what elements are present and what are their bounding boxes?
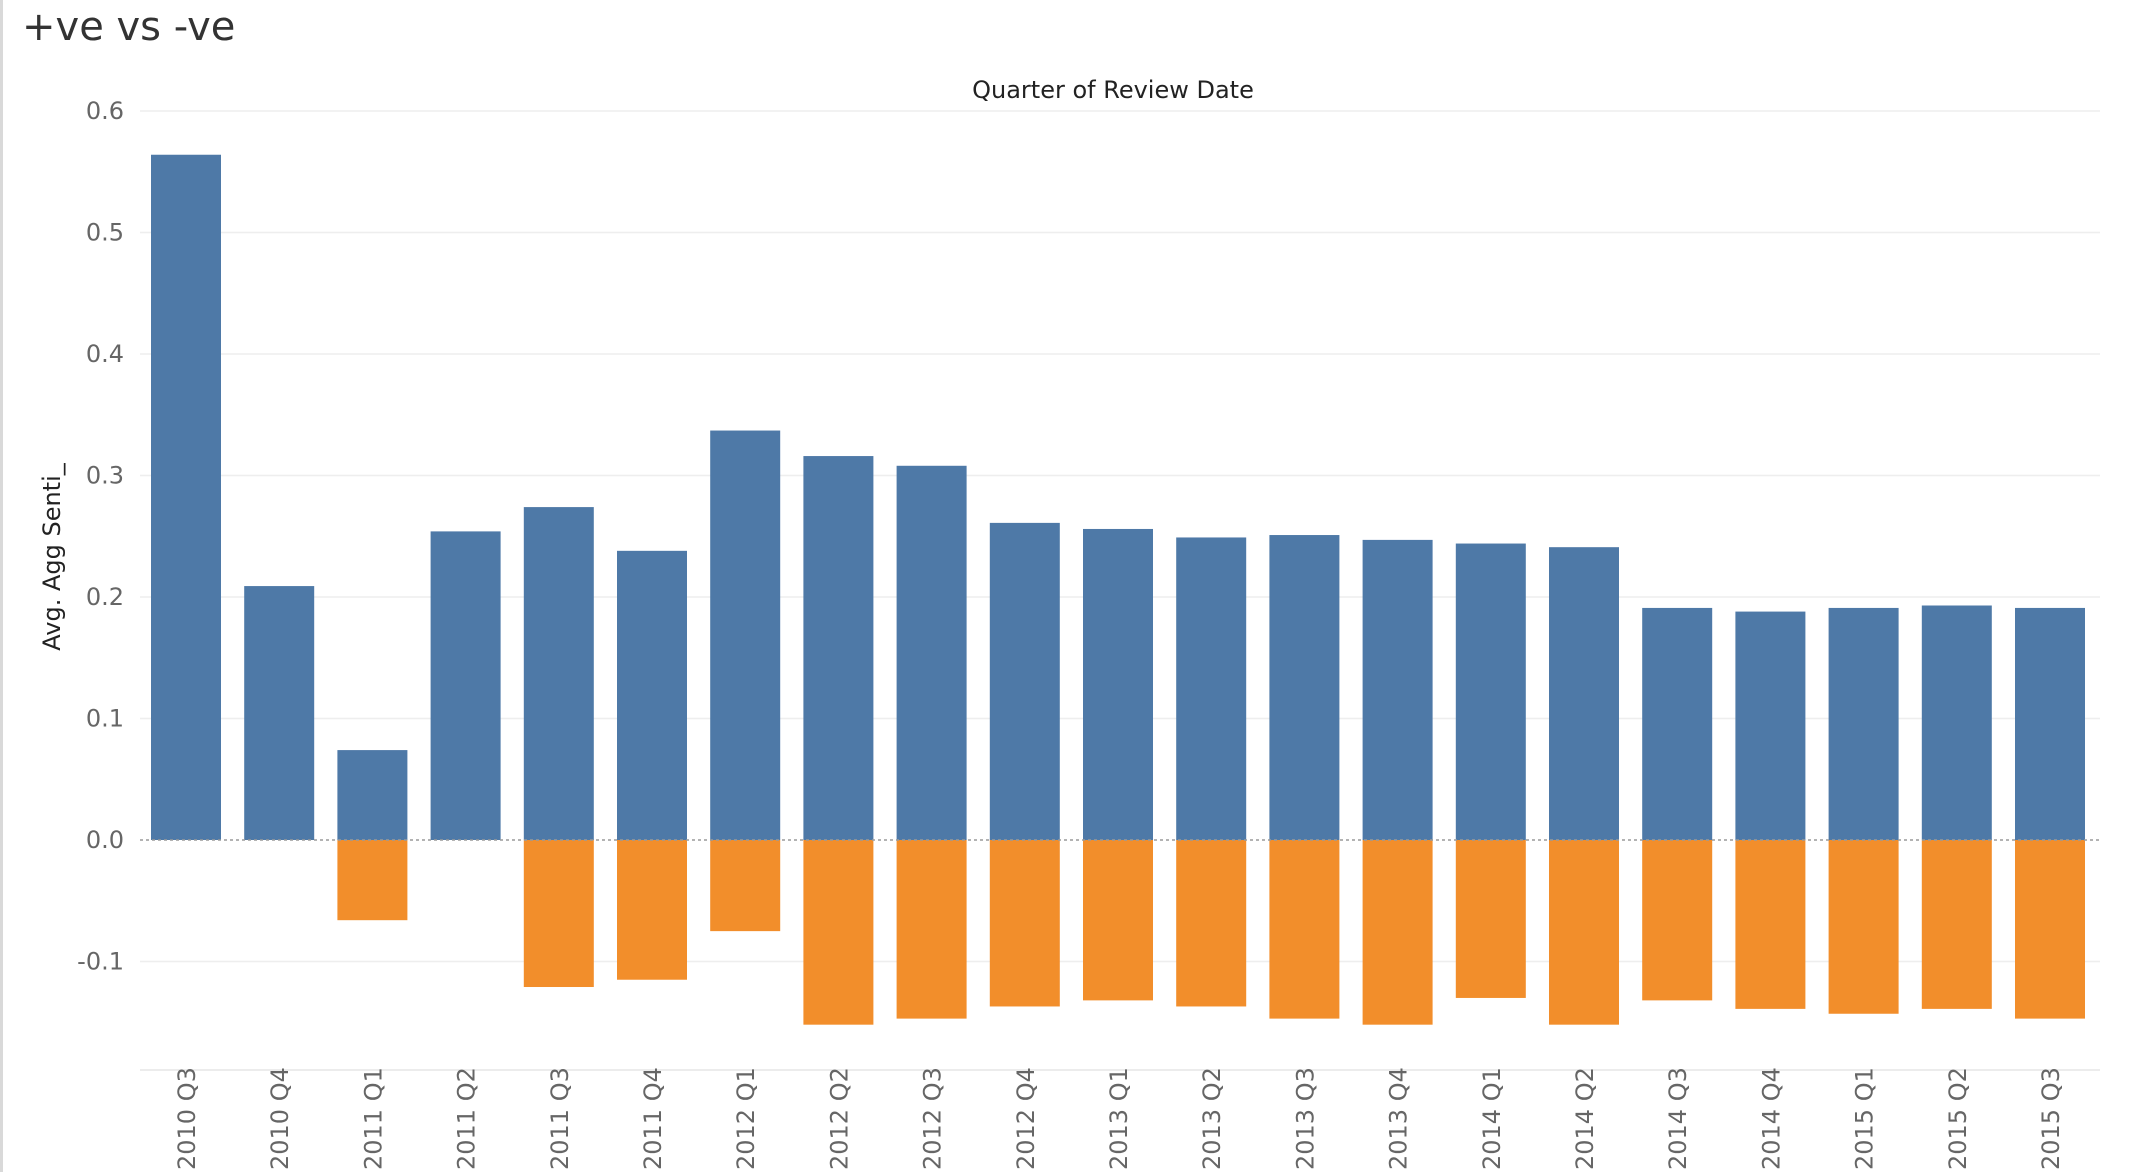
x-tick-label: 2015 Q1 (1851, 1067, 1879, 1170)
bar-positive (803, 456, 874, 840)
x-tick-label: 2014 Q2 (1571, 1067, 1599, 1170)
bar-positive (1269, 535, 1340, 840)
bar-negative (710, 840, 781, 932)
bar-positive (523, 507, 594, 840)
bar-negative (337, 840, 408, 921)
y-tick-label: 0.1 (86, 705, 124, 733)
x-tick-label: 2011 Q4 (639, 1067, 667, 1170)
bar-positive (2015, 607, 2085, 840)
bar-positive (1083, 528, 1153, 840)
y-tick-label: 0.0 (86, 826, 124, 854)
y-tick-label: 0.4 (86, 340, 124, 368)
y-tick-label: 0.3 (86, 462, 124, 490)
x-tick-label: 2013 Q2 (1198, 1067, 1226, 1170)
x-tick-label: 2010 Q3 (173, 1067, 201, 1170)
x-tick-label: 2012 Q4 (1012, 1067, 1040, 1170)
x-tick-label: 2012 Q1 (732, 1067, 760, 1170)
bar-positive (1176, 537, 1247, 840)
bar-negative (1083, 840, 1153, 1001)
bar-negative (896, 840, 967, 1019)
bar-negative (1735, 840, 1806, 1009)
bars (151, 154, 2085, 1025)
x-tick-label: 2013 Q3 (1291, 1067, 1319, 1170)
bar-negative (803, 840, 874, 1025)
bar-positive (989, 522, 1060, 840)
bar-positive (1642, 607, 1713, 840)
bar-negative (1269, 840, 1340, 1019)
bar-negative (1455, 840, 1526, 998)
sheet-title: +ve vs -ve (22, 4, 236, 50)
y-axis-title: Avg. Agg Senti_ (38, 462, 66, 651)
bar-negative (523, 840, 594, 988)
bar-positive (1455, 543, 1526, 840)
bar-negative (1921, 840, 1992, 1009)
x-tick-label: 2014 Q1 (1478, 1067, 1506, 1170)
x-tick-label: 2011 Q1 (359, 1067, 387, 1170)
x-tick-label: 2014 Q4 (1757, 1067, 1785, 1170)
y-tick-label: 0.2 (86, 583, 124, 611)
x-tick-label: 2012 Q3 (919, 1067, 947, 1170)
bar-positive (244, 586, 315, 840)
bar-positive (1549, 547, 1619, 840)
bar-positive (710, 430, 781, 840)
sheet-left-border (0, 0, 3, 1172)
x-axis: 2010 Q3 2010 Q4 2011 Q1 2011 Q2 2011 Q3 2011 … (173, 1067, 2065, 1170)
x-tick-label: 2015 Q3 (2037, 1067, 2065, 1170)
x-tick-label: 2013 Q4 (1385, 1067, 1413, 1170)
bar-positive (151, 154, 221, 841)
y-tick-label: 0.5 (86, 219, 124, 247)
bar-negative (2015, 840, 2085, 1019)
x-tick-label: 2011 Q2 (453, 1067, 481, 1170)
bar-negative (1828, 840, 1899, 1014)
x-tick-label: 2013 Q1 (1105, 1067, 1133, 1170)
bar-negative (989, 840, 1060, 1007)
y-tick-label: -0.1 (77, 948, 124, 976)
bar-positive (1362, 539, 1433, 840)
bar-positive (1735, 611, 1806, 840)
x-tick-label: 2012 Q2 (825, 1067, 853, 1170)
chart-title: Quarter of Review Date (972, 76, 1254, 104)
x-tick-label: 2010 Q4 (266, 1067, 294, 1170)
x-tick-label: 2014 Q3 (1664, 1067, 1692, 1170)
x-tick-label: 2011 Q3 (546, 1067, 574, 1170)
bar-negative (1362, 840, 1433, 1025)
bar-negative (1549, 840, 1619, 1025)
bar-positive (337, 750, 408, 840)
bar-positive (1828, 607, 1899, 840)
bar-positive (617, 550, 687, 840)
y-axis: 0.6 0.5 0.4 0.3 0.2 0.1 0.0 -0.1 (77, 97, 124, 976)
bar-negative (1176, 840, 1247, 1007)
x-tick-label: 2015 Q2 (1944, 1067, 1972, 1170)
bar-positive (896, 465, 967, 840)
bar-positive (430, 531, 501, 840)
bar-negative (617, 840, 687, 980)
bar-negative (1642, 840, 1713, 1001)
bar-positive (1921, 605, 1992, 840)
y-tick-label: 0.6 (86, 97, 124, 125)
